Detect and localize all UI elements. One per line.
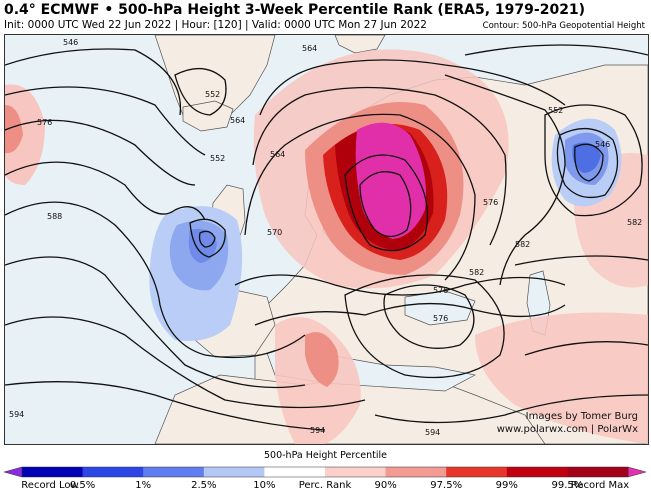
negative-anomaly-shading <box>149 118 622 341</box>
contour-line <box>556 128 619 199</box>
contour-label: 594 <box>310 426 325 435</box>
contour-label: 564 <box>302 44 317 53</box>
contour-line <box>344 154 429 252</box>
contour-line <box>5 381 326 431</box>
legend-label: 90% <box>374 480 397 491</box>
contour-line <box>5 201 306 359</box>
map-canvas: 546 552 564 564 552 564 570 576 582 588 … <box>5 35 648 444</box>
contour-line <box>5 316 366 409</box>
contour-label: 576 <box>37 118 52 127</box>
contour-label: 588 <box>47 212 62 221</box>
legend-label: 2.5% <box>191 480 217 491</box>
colorbar <box>3 466 647 478</box>
contour-label: 546 <box>595 140 610 149</box>
contour-label: 576 <box>433 286 448 295</box>
contour-label: 594 <box>425 428 440 437</box>
contour-line <box>234 274 566 296</box>
colorbar-segment <box>82 467 144 477</box>
contour-label: 582 <box>515 240 530 249</box>
credit-author: Images by Tomer Burg <box>525 411 638 422</box>
legend-label: Record Low <box>21 480 79 491</box>
contour-line <box>5 119 196 186</box>
contour-label: 576 <box>433 314 448 323</box>
contour-line <box>359 171 412 238</box>
iceland <box>182 100 234 132</box>
contour-label: 570 <box>267 228 282 237</box>
legend-label: 0.5% <box>69 480 96 491</box>
contour-line <box>374 394 648 424</box>
height-contours <box>5 44 648 431</box>
legend-label: Record Max <box>570 480 630 491</box>
colorbar-segment <box>22 467 84 477</box>
contour-line <box>5 256 306 389</box>
colorbar-segment <box>143 467 205 477</box>
contour-line <box>244 113 476 281</box>
contour-label: 546 <box>63 38 78 47</box>
legend-label: 99.5% <box>551 480 584 491</box>
map-subtitle: Init: 0000 UTC Wed 22 Jun 2022 | Hour: [… <box>4 19 427 31</box>
contour-line <box>198 230 216 248</box>
contour-note: Contour: 500-hPa Geopotential Height <box>482 21 645 31</box>
contour-line <box>464 44 648 56</box>
colorbar-segment <box>567 467 629 477</box>
contour-label: 564 <box>270 150 285 159</box>
positive-anomaly-shading <box>5 49 648 444</box>
contour-line <box>514 255 648 266</box>
contour-labels: 546 552 564 564 552 564 570 576 582 588 … <box>9 38 642 437</box>
contour-line <box>5 161 206 221</box>
contour-line <box>383 284 475 349</box>
legend-label: 1% <box>135 480 152 491</box>
header: 0.4° ECMWF • 500-hPa Height 3-Week Perce… <box>0 0 651 34</box>
contour-label: 552 <box>205 90 220 99</box>
contour-line <box>544 104 643 217</box>
contour-label: 552 <box>210 154 225 163</box>
contour-line <box>5 48 182 116</box>
colorbar-segment <box>506 467 568 477</box>
contour-line <box>252 86 507 246</box>
contour-label: 582 <box>627 218 642 227</box>
contour-line <box>444 74 566 286</box>
contour-label: 576 <box>483 198 498 207</box>
colorbar-outline <box>21 466 629 478</box>
colorbar-segment <box>325 467 387 477</box>
contour-line <box>254 302 566 326</box>
contour-line <box>259 59 566 116</box>
colorbar-segment <box>203 467 265 477</box>
contour-line <box>5 86 206 156</box>
legend-label: 99% <box>495 480 518 491</box>
legend-label: Perc. Rank <box>298 480 352 491</box>
contour-line <box>574 143 604 182</box>
contour-label: 594 <box>9 410 24 419</box>
legend-labels: Record Low 0.5% 1% 2.5% 10% Perc. Rank 90% 97.5… <box>21 480 630 494</box>
colorbar-segment <box>385 467 447 477</box>
colorbar-arrow-high <box>627 466 647 478</box>
svalbard <box>334 35 386 54</box>
legend-label: 97.5% <box>430 480 463 491</box>
colorbar-segment <box>446 467 508 477</box>
contour-label: 552 <box>548 106 563 115</box>
contour-line <box>344 274 505 379</box>
colorbar-legend: 500-hPa Height Percentile Record Low 0.5%… <box>0 447 651 500</box>
legend-label: 10% <box>253 480 276 491</box>
contour-label: 582 <box>469 268 484 277</box>
legend-title: 500-hPa Height Percentile <box>263 450 388 461</box>
map-panel: 546 552 564 564 552 564 570 576 582 588 … <box>4 34 649 445</box>
colorbar-segment <box>264 467 326 477</box>
contour-line <box>174 68 227 116</box>
image-credit: Images by Tomer Burg www.polarwx.com | P… <box>497 410 638 436</box>
map-title: 0.4° ECMWF • 500-hPa Height 3-Week Perce… <box>4 2 586 18</box>
contour-line <box>524 341 648 356</box>
colorbar-arrow-low <box>3 466 23 478</box>
contour-line <box>189 218 226 258</box>
credit-website[interactable]: www.polarwx.com | PolarWx <box>496 424 638 435</box>
contour-label: 564 <box>230 116 245 125</box>
